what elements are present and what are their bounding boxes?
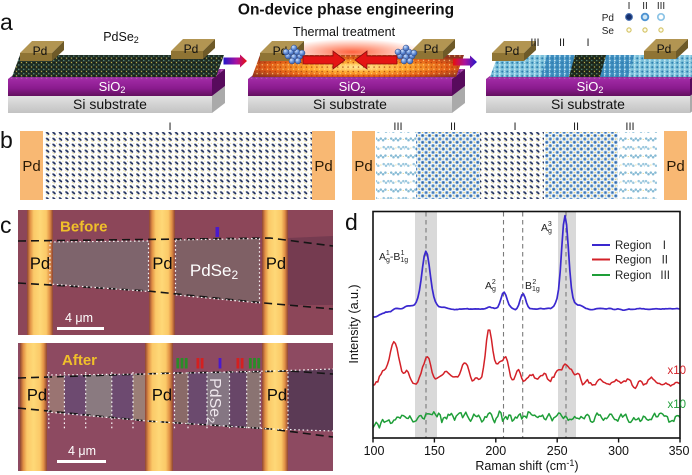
svg-text:Pd: Pd: [27, 387, 47, 405]
svg-text:III: III: [660, 270, 670, 282]
svg-text:350: 350: [669, 444, 690, 458]
svg-text:c: c: [0, 212, 12, 238]
svg-text:II: II: [662, 255, 668, 267]
svg-text:Pd: Pd: [267, 387, 287, 405]
svg-text:x10: x10: [667, 365, 686, 377]
svg-text:After: After: [62, 352, 97, 369]
svg-text:Ag2: Ag2: [485, 279, 496, 293]
svg-text:II: II: [573, 121, 579, 133]
svg-text:Intensity (a.u.): Intensity (a.u.): [347, 284, 361, 363]
svg-text:Pd: Pd: [266, 255, 286, 273]
svg-text:III: III: [393, 121, 402, 133]
svg-text:Raman shift (cm-1): Raman shift (cm-1): [475, 458, 578, 473]
svg-text:Pd: Pd: [505, 44, 520, 58]
svg-text:Pd: Pd: [152, 387, 172, 405]
svg-text:I: I: [628, 1, 631, 12]
svg-text:III: III: [625, 121, 634, 133]
svg-text:Si substrate: Si substrate: [73, 96, 147, 112]
svg-text:Pd: Pd: [602, 13, 614, 24]
svg-text:Region: Region: [615, 270, 651, 282]
svg-text:On-device phase engineering: On-device phase engineering: [238, 2, 454, 19]
svg-text:a: a: [0, 9, 13, 35]
svg-text:I: I: [513, 121, 516, 133]
svg-text:PdSe2: PdSe2: [204, 378, 223, 423]
svg-text:PdSe2: PdSe2: [103, 30, 139, 45]
svg-text:I: I: [663, 240, 666, 252]
svg-text:SiO2: SiO2: [339, 79, 366, 95]
svg-text:Pd: Pd: [22, 158, 40, 175]
svg-text:Pd: Pd: [354, 158, 372, 175]
svg-text:Pd: Pd: [273, 44, 288, 58]
svg-text:II: II: [450, 121, 456, 133]
svg-text:Ag1-B1g1: Ag1-B1g1: [379, 250, 408, 264]
svg-text:PdSe2: PdSe2: [190, 261, 239, 282]
svg-text:Pd: Pd: [33, 44, 48, 58]
svg-text:Pd: Pd: [184, 42, 199, 56]
svg-text:x10: x10: [667, 399, 686, 411]
svg-text:200: 200: [485, 444, 506, 458]
svg-text:4 μm: 4 μm: [68, 444, 96, 458]
svg-text:Region: Region: [615, 240, 651, 252]
svg-text:I: I: [586, 37, 589, 49]
svg-text:Se: Se: [602, 26, 615, 37]
svg-text:Pd: Pd: [30, 255, 50, 273]
svg-text:Thermal treatment: Thermal treatment: [293, 25, 396, 39]
svg-text:II: II: [642, 1, 648, 12]
svg-text:d: d: [345, 209, 358, 235]
svg-text:Si substrate: Si substrate: [551, 96, 625, 112]
svg-text:SiO2: SiO2: [99, 79, 126, 95]
svg-text:Pd: Pd: [314, 158, 332, 175]
svg-text:Pd: Pd: [152, 255, 172, 273]
svg-text:SiO2: SiO2: [577, 79, 604, 95]
svg-text:100: 100: [364, 444, 385, 458]
svg-text:III: III: [657, 1, 665, 12]
svg-text:300: 300: [608, 444, 629, 458]
svg-text:III: III: [530, 37, 539, 49]
svg-text:Before: Before: [60, 219, 108, 236]
svg-text:II: II: [559, 37, 565, 49]
svg-text:Region: Region: [615, 255, 651, 267]
svg-text:Pd: Pd: [424, 42, 439, 56]
svg-text:b: b: [0, 127, 13, 153]
svg-text:150: 150: [424, 444, 445, 458]
svg-text:I: I: [168, 121, 171, 133]
svg-text:Pd: Pd: [666, 158, 684, 175]
svg-text:Si substrate: Si substrate: [313, 96, 387, 112]
svg-text:Ag3: Ag3: [541, 221, 552, 235]
svg-text:250: 250: [547, 444, 568, 458]
svg-text:4 μm: 4 μm: [65, 311, 93, 325]
svg-text:Pd: Pd: [657, 42, 672, 56]
svg-text:B1g2: B1g2: [525, 279, 540, 293]
